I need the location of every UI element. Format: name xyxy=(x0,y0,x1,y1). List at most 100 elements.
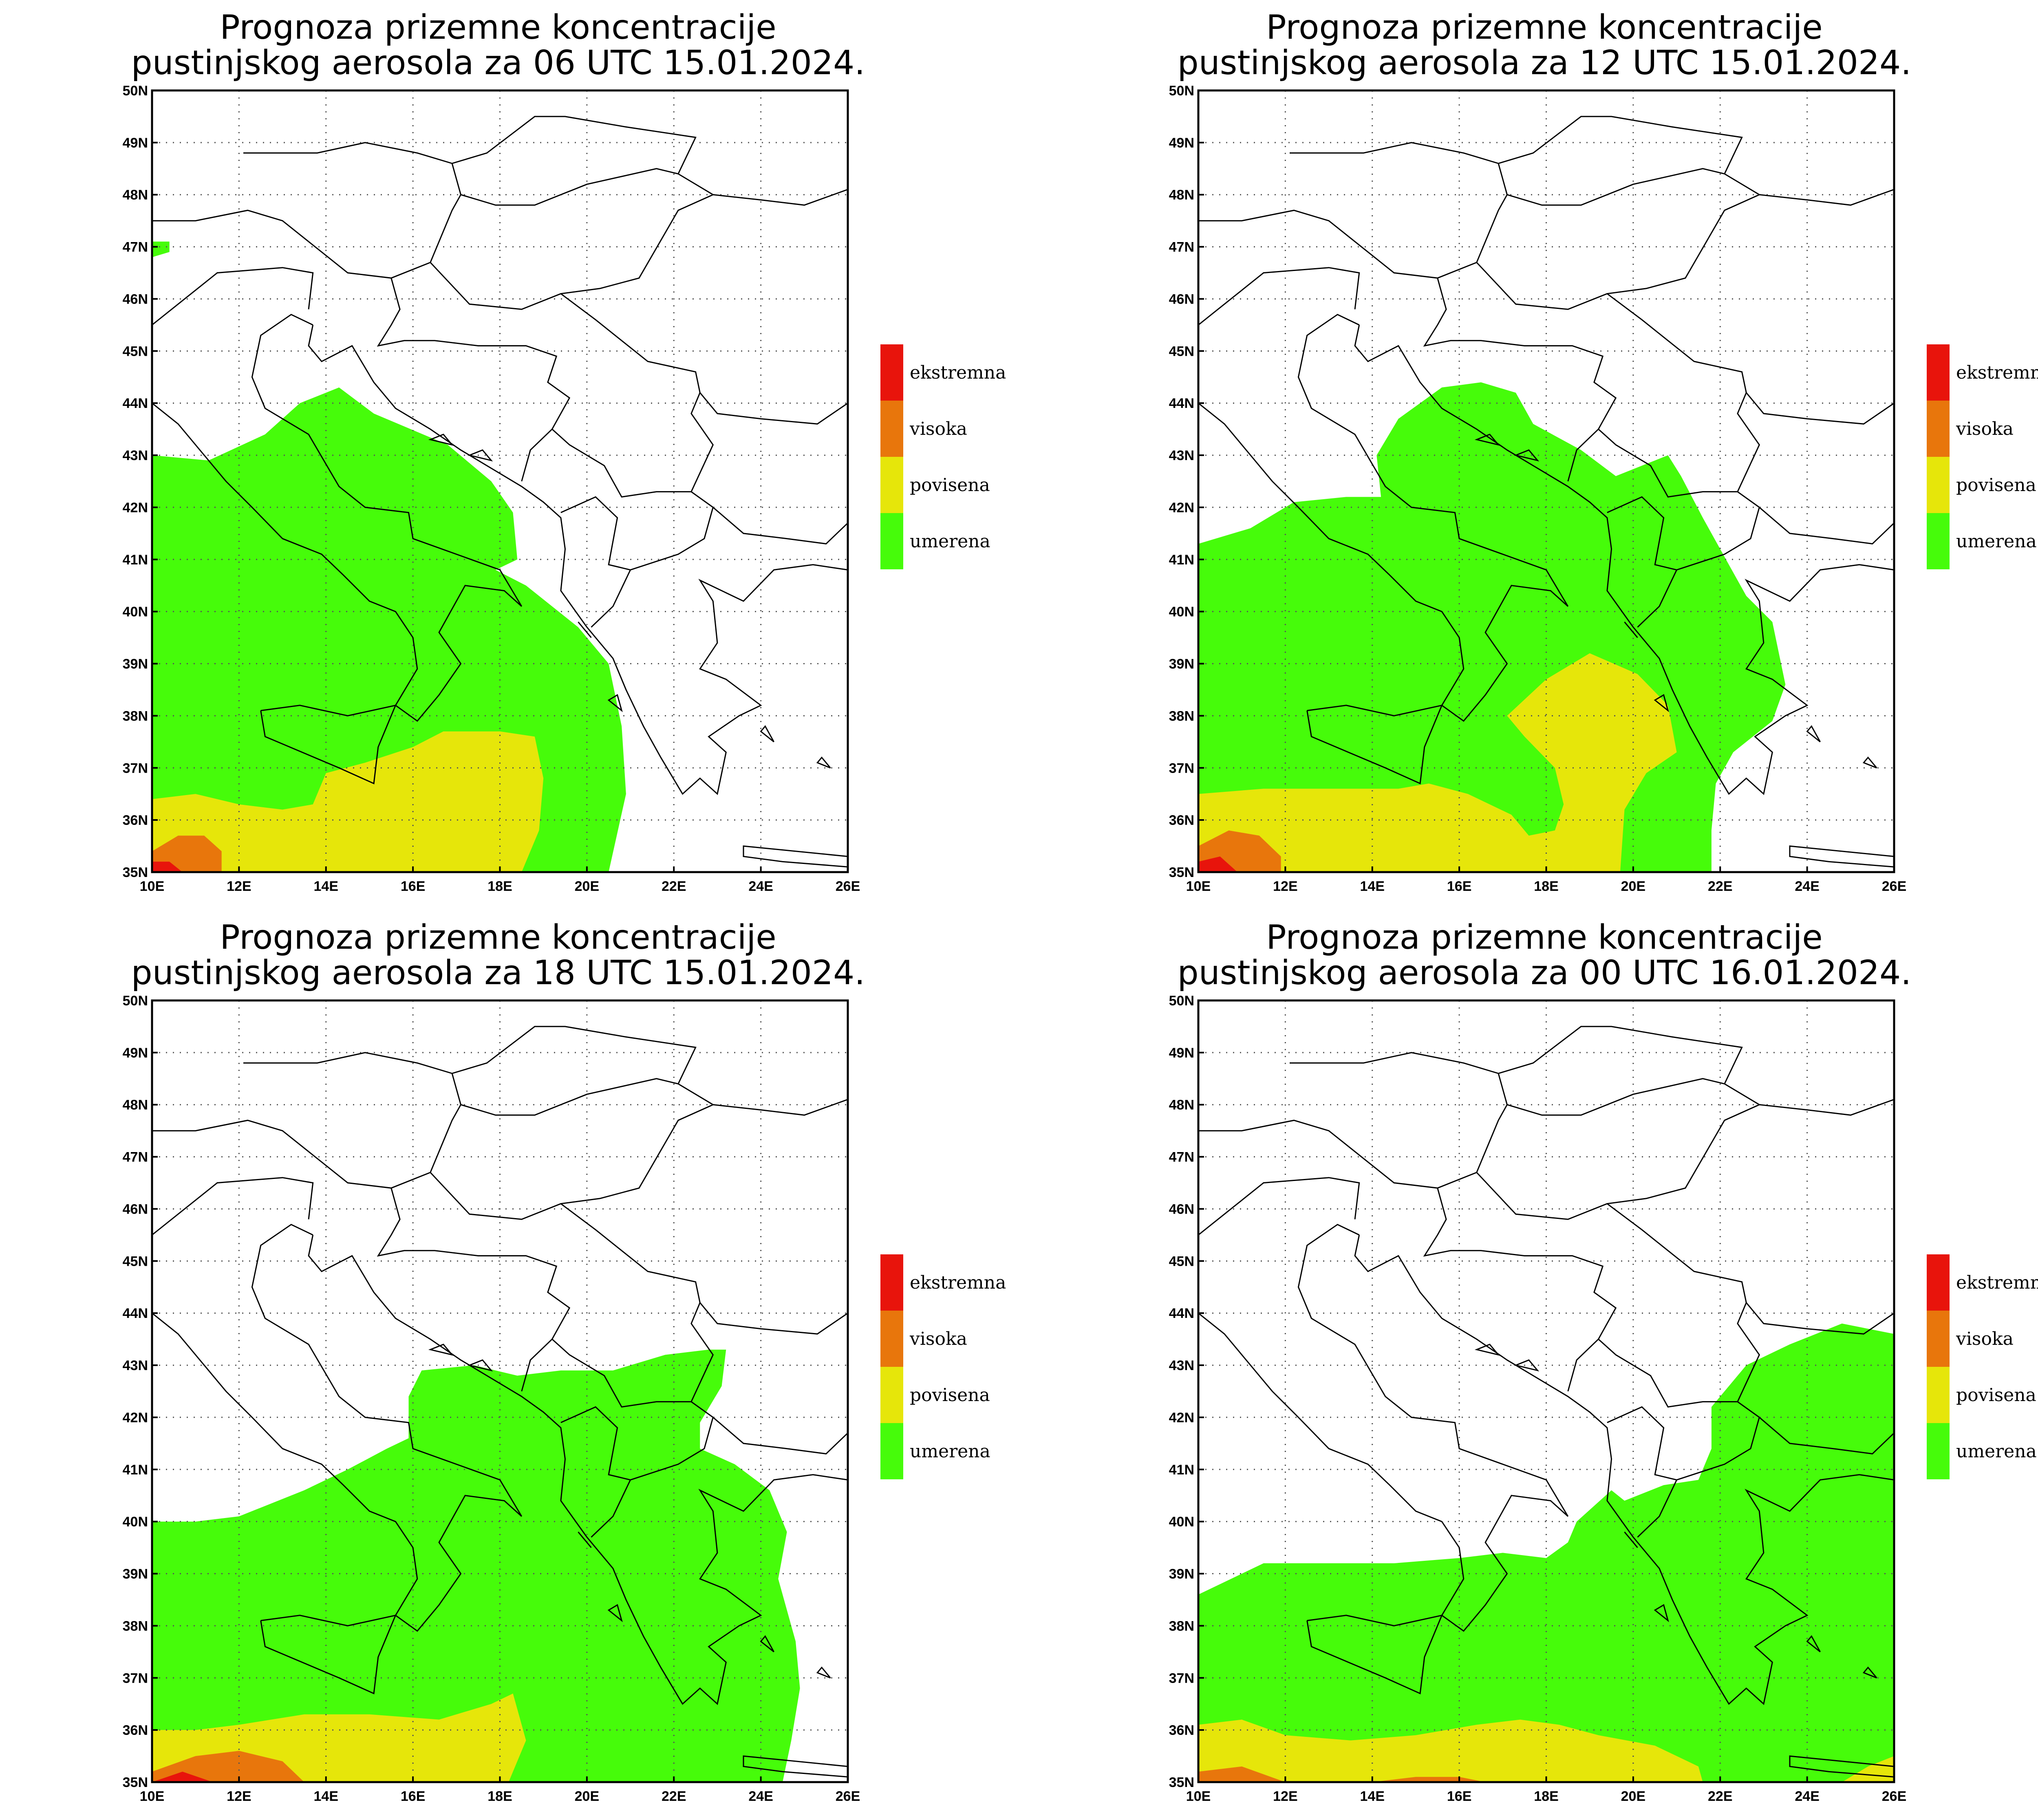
panel-title-line1: Prognoza prizemne koncentracije xyxy=(220,918,776,957)
lat-tick-label: 35N xyxy=(123,1775,148,1790)
dust-area-povisena xyxy=(1198,653,1677,872)
map-panel-06utc: Prognoza prizemne koncentracije pustinjs… xyxy=(0,0,1046,910)
lat-tick-label: 43N xyxy=(1169,1358,1194,1373)
forecast-map: Prognoza prizemne koncentracije pustinjs… xyxy=(1169,8,2038,894)
border-line xyxy=(1759,1417,1895,1454)
lon-tick-label: 14E xyxy=(314,1789,339,1804)
border-line xyxy=(377,1188,571,1392)
map-area xyxy=(1197,89,1895,873)
border-line xyxy=(308,325,848,795)
border-line xyxy=(1507,168,1725,206)
lat-tick-label: 50N xyxy=(123,993,148,1009)
lat-tick-label: 38N xyxy=(1169,708,1194,724)
lat-tick-label: 45N xyxy=(1169,1254,1194,1269)
island-outline xyxy=(467,449,493,462)
lat-tick-label: 46N xyxy=(123,291,148,307)
lon-tick-label: 10E xyxy=(1186,879,1211,894)
lat-tick-label: 41N xyxy=(1169,1462,1194,1478)
lon-tick-label: 22E xyxy=(662,1789,686,1804)
panel-title-line2: pustinjskog aerosola za 06 UTC 15.01.202… xyxy=(131,44,865,82)
island-outline xyxy=(1513,449,1540,462)
lat-tick-label: 41N xyxy=(123,552,148,568)
lat-tick-label: 38N xyxy=(123,1618,148,1634)
border-line xyxy=(260,1614,397,1694)
lon-tick-label: 20E xyxy=(1621,879,1646,894)
panel-title-line2: pustinjskog aerosola za 18 UTC 15.01.202… xyxy=(131,954,865,992)
legend-label-visoka: visoka xyxy=(1956,1329,2014,1349)
island-outline xyxy=(1862,1666,1877,1679)
border-line xyxy=(1637,1479,1677,1538)
island-outline xyxy=(1654,694,1669,712)
border-line xyxy=(1198,314,1569,722)
lat-tick-label: 36N xyxy=(123,813,148,828)
lat-tick-label: 44N xyxy=(123,396,148,411)
lat-tick-label: 45N xyxy=(123,344,148,359)
lat-tick-label: 49N xyxy=(123,135,148,151)
island-outline xyxy=(816,756,831,769)
lat-tick-label: 36N xyxy=(1169,1723,1194,1738)
border-line xyxy=(461,168,679,206)
lon-tick-label: 18E xyxy=(1534,879,1559,894)
border-line xyxy=(1507,1078,1725,1116)
legend-swatch-povisena xyxy=(880,1367,903,1423)
border-line xyxy=(308,1235,848,1705)
island-outline xyxy=(1654,1604,1669,1622)
island-outline xyxy=(428,434,454,446)
island-outline xyxy=(1474,434,1500,446)
lat-tick-label: 48N xyxy=(123,1097,148,1113)
concentration-legend: ekstremna visoka povisena umerena xyxy=(880,1254,1006,1479)
island-outline xyxy=(467,1359,493,1372)
lat-tick-label: 39N xyxy=(1169,1567,1194,1582)
legend-label-umerena: umerena xyxy=(1956,1441,2037,1462)
island-outline xyxy=(760,1635,774,1653)
legend-label-visoka: visoka xyxy=(909,1329,967,1349)
map-area xyxy=(151,89,849,873)
island-outline xyxy=(578,621,592,638)
lat-tick-label: 35N xyxy=(1169,1775,1194,1790)
island-outline xyxy=(607,1604,623,1622)
map-panel-12utc: Prognoza prizemne koncentracije pustinjs… xyxy=(1046,0,2038,910)
lon-tick-label: 14E xyxy=(1360,1789,1385,1804)
border-line xyxy=(1607,293,1895,425)
island-outline xyxy=(578,1531,592,1548)
island-outline xyxy=(1789,845,1895,868)
lon-tick-label: 26E xyxy=(836,1789,860,1804)
lat-tick-label: 42N xyxy=(1169,500,1194,516)
border-line xyxy=(1423,1188,1617,1392)
border-line xyxy=(152,267,314,326)
lon-tick-label: 26E xyxy=(1882,1789,1907,1804)
forecast-map: Prognoza prizemne koncentracije pustinjs… xyxy=(1169,918,2038,1804)
border-line xyxy=(591,569,631,628)
lat-tick-label: 37N xyxy=(123,760,148,776)
map-panel-18utc: Prognoza prizemne koncentracije pustinjs… xyxy=(0,910,1046,1820)
border-line xyxy=(1306,1614,1443,1694)
lon-tick-label: 26E xyxy=(836,879,860,894)
border-line xyxy=(1198,267,1360,326)
island-outline xyxy=(428,1344,454,1356)
legend-swatch-ekstremna xyxy=(1927,1254,1950,1311)
border-line xyxy=(1306,704,1443,784)
lat-tick-label: 43N xyxy=(123,448,148,463)
lat-tick-label: 47N xyxy=(123,240,148,255)
lon-tick-label: 20E xyxy=(575,879,600,894)
legend-swatch-ekstremna xyxy=(1927,344,1950,401)
lat-tick-label: 40N xyxy=(123,1514,148,1530)
forecast-map: Prognoza prizemne koncentracije pustinjs… xyxy=(123,918,1006,1804)
lat-tick-label: 36N xyxy=(1169,813,1194,828)
dust-area-umerena xyxy=(152,1349,800,1782)
lat-tick-label: 48N xyxy=(1169,187,1194,203)
border-line xyxy=(1354,325,1895,795)
border-line xyxy=(1290,1052,1499,1074)
border-line xyxy=(1354,1235,1895,1705)
lon-tick-label: 24E xyxy=(748,879,773,894)
lat-tick-label: 49N xyxy=(1169,135,1194,151)
lat-tick-label: 49N xyxy=(123,1045,148,1061)
lon-tick-label: 18E xyxy=(1534,1789,1559,1804)
legend-label-ekstremna: ekstremna xyxy=(1956,362,2038,383)
border-line xyxy=(1476,1104,1760,1220)
island-outline xyxy=(607,694,623,712)
lon-tick-label: 10E xyxy=(1186,1789,1211,1804)
border-line xyxy=(1476,194,1760,310)
legend-swatch-umerena xyxy=(1927,1423,1950,1479)
border-line xyxy=(152,116,848,279)
